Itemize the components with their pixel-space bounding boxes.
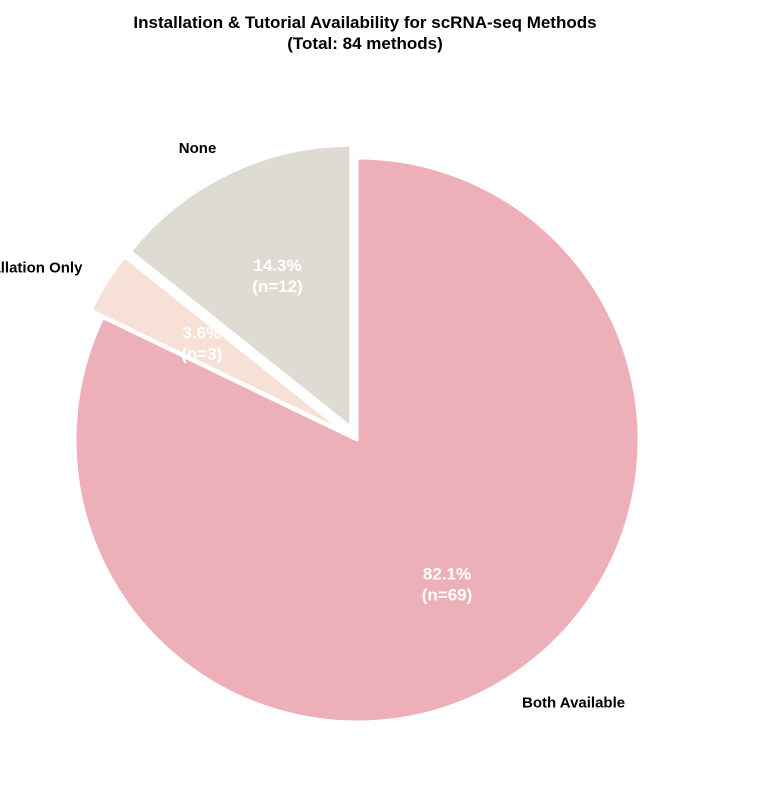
slice-percent: 14.3% (253, 256, 301, 275)
pie-slice-installation-only (89, 255, 347, 434)
pie-slice-none (128, 143, 353, 429)
pie-labels: 82.1% (n=69) Both Available 3.6% (n=3) Instal… (0, 140, 625, 712)
chart-subtitle: (Total: 84 methods) (287, 34, 443, 53)
slice-count: (n=69) (422, 585, 473, 604)
slice-count: (n=12) (252, 277, 303, 296)
slice-percent: 82.1% (423, 564, 471, 583)
slice-category-label-none: None (179, 140, 217, 157)
slice-value-label-both-available: 82.1% (n=69) (422, 564, 473, 604)
slice-value-label-none: 14.3% (n=12) (252, 256, 303, 296)
chart-title-line1: Installation & Tutorial Availability for… (133, 13, 597, 32)
slice-category-label-installation-only: Installation Only (0, 259, 83, 276)
pie-slice-both-available (73, 156, 641, 724)
chart-title: Installation & Tutorial Availability for… (0, 12, 730, 54)
slice-count: (n=3) (181, 344, 222, 363)
slice-category-label-both-available: Both Available (522, 695, 625, 712)
pie-slices (73, 143, 641, 724)
slice-percent: 3.6% (182, 323, 221, 342)
slice-value-label-installation-only: 3.6% (n=3) (181, 323, 222, 363)
